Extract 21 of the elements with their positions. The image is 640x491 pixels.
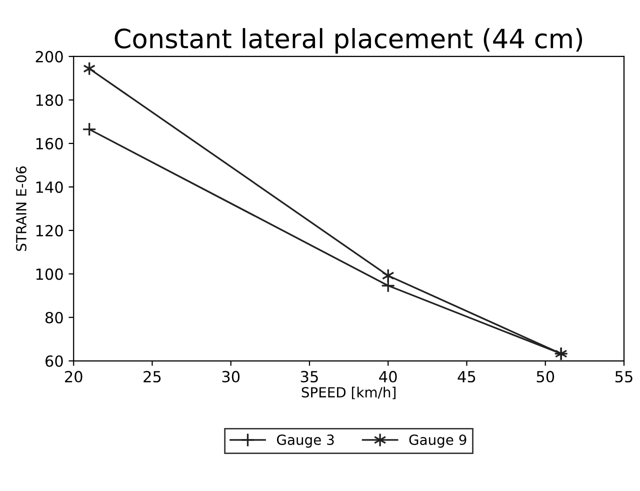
legend-label: Gauge 9 (409, 434, 466, 448)
x-tick-label: 35 (300, 370, 318, 382)
y-tick-label: 120 (36, 224, 63, 236)
x-tick-label: 45 (458, 371, 476, 382)
y-tick-label: 140 (36, 181, 63, 193)
x-tick-label: 30 (222, 370, 240, 382)
y-tick-label: 60 (46, 355, 63, 367)
y-tick-label: 80 (45, 312, 63, 324)
y-axis-title: STRAIN E-06 (16, 166, 26, 251)
chart-title: Constant lateral placement (44 cm) (114, 28, 582, 54)
x-tick-label: 50 (536, 370, 554, 382)
legend-label: Gauge 3 (277, 434, 334, 448)
x-tick-label: 25 (144, 370, 161, 382)
x-tick-label: 20 (65, 370, 82, 382)
y-tick-label: 200 (36, 50, 63, 62)
y-tick-label: 160 (36, 138, 63, 150)
y-tick-label: 180 (36, 94, 63, 106)
y-tick-label: 100 (36, 268, 63, 280)
x-tick-label: 55 (615, 371, 632, 382)
x-axis-title: SPEED [km/h] (302, 386, 396, 400)
x-tick-label: 40 (379, 370, 397, 382)
